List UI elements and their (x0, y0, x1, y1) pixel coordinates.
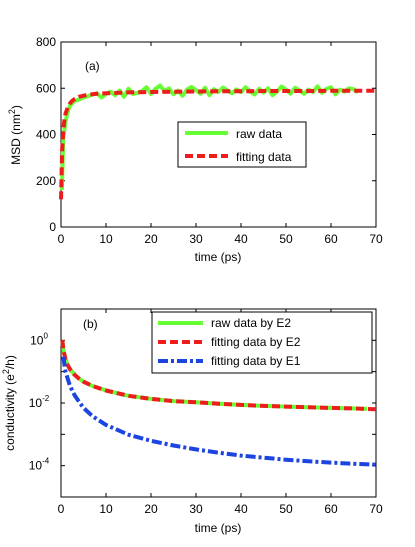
x-tick-label-b-3: 30 (189, 502, 203, 516)
y-tick-label-base-b-0: 10 (30, 333, 44, 347)
x-tick-labels-a: 0 10 20 30 40 50 60 70 (58, 232, 383, 246)
x-tick-label-b-6: 60 (324, 502, 338, 516)
x-tick-label-a-6: 60 (324, 232, 338, 246)
x-tick-label-a-0: 0 (58, 232, 65, 246)
y-tick-label-a-0: 0 (49, 220, 56, 234)
y-axis-label-a-sup: 2 (7, 109, 17, 114)
series-b-1-line (60, 340, 377, 412)
y-tick-label-a-4: 800 (36, 35, 56, 49)
series-a-1-line (59, 88, 376, 200)
y-axis-label-b-tail: /h) (3, 355, 17, 369)
legend-b-raw-label: raw data by E2 (211, 316, 291, 330)
y-tick-label-exp-b-2: -4 (42, 457, 50, 466)
legend-a-fit-label: fitting data (236, 150, 292, 164)
y-tick-label-a-2: 400 (36, 128, 56, 142)
x-tick-labels-b: 0 10 20 30 40 50 60 70 (58, 502, 383, 516)
y-axis-label-a: MSD (nm2) (7, 105, 23, 165)
y-axis-label-a-tail: ) (9, 105, 23, 109)
x-tick-label-b-1: 10 (99, 502, 113, 516)
x-tick-label-a-3: 30 (189, 232, 203, 246)
x-axis-label-a: time (ps) (195, 250, 242, 264)
legend-b-fit-e2-label: fitting data by E2 (211, 335, 301, 349)
y-axis-label-b-main: conductivity (e (3, 374, 17, 451)
legend-a-raw-label: raw data (236, 127, 282, 141)
y-axis-label-a-main: MSD (nm (9, 114, 23, 165)
y-tick-label-base-b-2: 10 (29, 459, 43, 473)
y-tick-label-b-0: 100 (30, 331, 48, 347)
series-group-a (59, 83, 376, 200)
x-tick-label-a-1: 10 (99, 232, 113, 246)
series-group-b (60, 340, 377, 467)
x-tick-label-b-0: 0 (58, 502, 65, 516)
legend-a-box (177, 121, 307, 168)
y-tick-label-base-b-1: 10 (29, 396, 43, 410)
y-tick-label-exp-b-0: 0 (43, 331, 48, 340)
y-tick-label-b-1: 10-2 (29, 394, 50, 410)
panel-label-b: (b) (83, 317, 98, 331)
y-axis-label-b: conductivity (e2/h) (1, 355, 17, 451)
legend-b: raw data by E2 fitting data by E2 fittin… (151, 311, 373, 374)
panel-a: 0 10 20 30 40 50 60 70 0 200 400 600 800 (a) time (… (7, 35, 383, 264)
y-axis-label-b-sup: 2 (1, 369, 11, 374)
y-tick-label-a-3: 600 (36, 81, 56, 95)
x-tick-label-b-2: 20 (144, 502, 158, 516)
x-tick-label-a-7: 70 (369, 232, 383, 246)
x-tick-label-a-2: 20 (144, 232, 158, 246)
x-tick-label-a-4: 40 (234, 232, 248, 246)
x-tick-label-b-5: 50 (279, 502, 293, 516)
legend-b-fit-e1-label: fitting data by E1 (211, 354, 301, 368)
y-tick-labels-a: 0 200 400 600 800 (36, 35, 56, 234)
y-tick-label-exp-b-1: -2 (42, 394, 50, 403)
legend-a: raw data fitting data (177, 121, 307, 168)
x-tick-label-a-5: 50 (279, 232, 293, 246)
y-tick-label-a-1: 200 (36, 174, 56, 188)
x-tick-label-b-4: 40 (234, 502, 248, 516)
series-b-2-line (61, 356, 377, 467)
panel-label-a: (a) (85, 59, 100, 73)
y-tick-label-b-2: 10-4 (29, 457, 50, 473)
x-tick-label-b-7: 70 (369, 502, 383, 516)
x-axis-label-b: time (ps) (195, 521, 242, 535)
